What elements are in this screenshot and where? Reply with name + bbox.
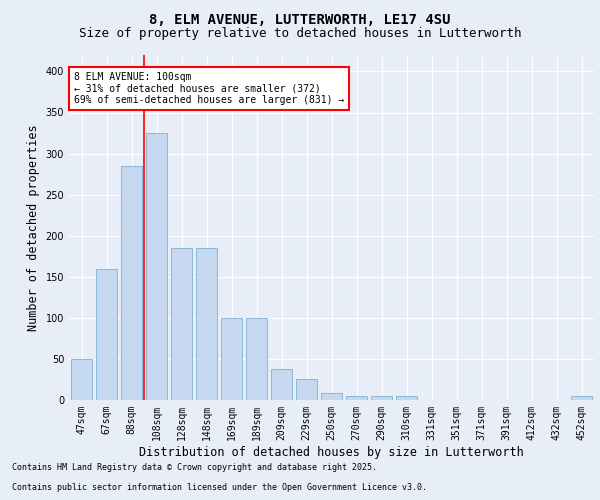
Text: 8, ELM AVENUE, LUTTERWORTH, LE17 4SU: 8, ELM AVENUE, LUTTERWORTH, LE17 4SU xyxy=(149,12,451,26)
Text: 8 ELM AVENUE: 100sqm
← 31% of detached houses are smaller (372)
69% of semi-deta: 8 ELM AVENUE: 100sqm ← 31% of detached h… xyxy=(74,72,344,106)
Bar xyxy=(321,394,342,400)
Bar xyxy=(296,380,317,400)
Bar xyxy=(271,369,292,400)
X-axis label: Distribution of detached houses by size in Lutterworth: Distribution of detached houses by size … xyxy=(139,446,524,458)
Bar xyxy=(346,396,367,400)
Text: Contains public sector information licensed under the Open Government Licence v3: Contains public sector information licen… xyxy=(12,484,427,492)
Bar xyxy=(571,396,592,400)
Bar xyxy=(96,268,117,400)
Y-axis label: Number of detached properties: Number of detached properties xyxy=(27,124,40,331)
Text: Contains HM Land Registry data © Crown copyright and database right 2025.: Contains HM Land Registry data © Crown c… xyxy=(12,464,377,472)
Bar xyxy=(71,359,92,400)
Bar xyxy=(396,396,417,400)
Bar xyxy=(196,248,217,400)
Bar xyxy=(371,396,392,400)
Bar xyxy=(171,248,192,400)
Bar xyxy=(221,318,242,400)
Bar xyxy=(121,166,142,400)
Bar xyxy=(146,133,167,400)
Text: Size of property relative to detached houses in Lutterworth: Size of property relative to detached ho… xyxy=(79,28,521,40)
Bar xyxy=(246,318,267,400)
